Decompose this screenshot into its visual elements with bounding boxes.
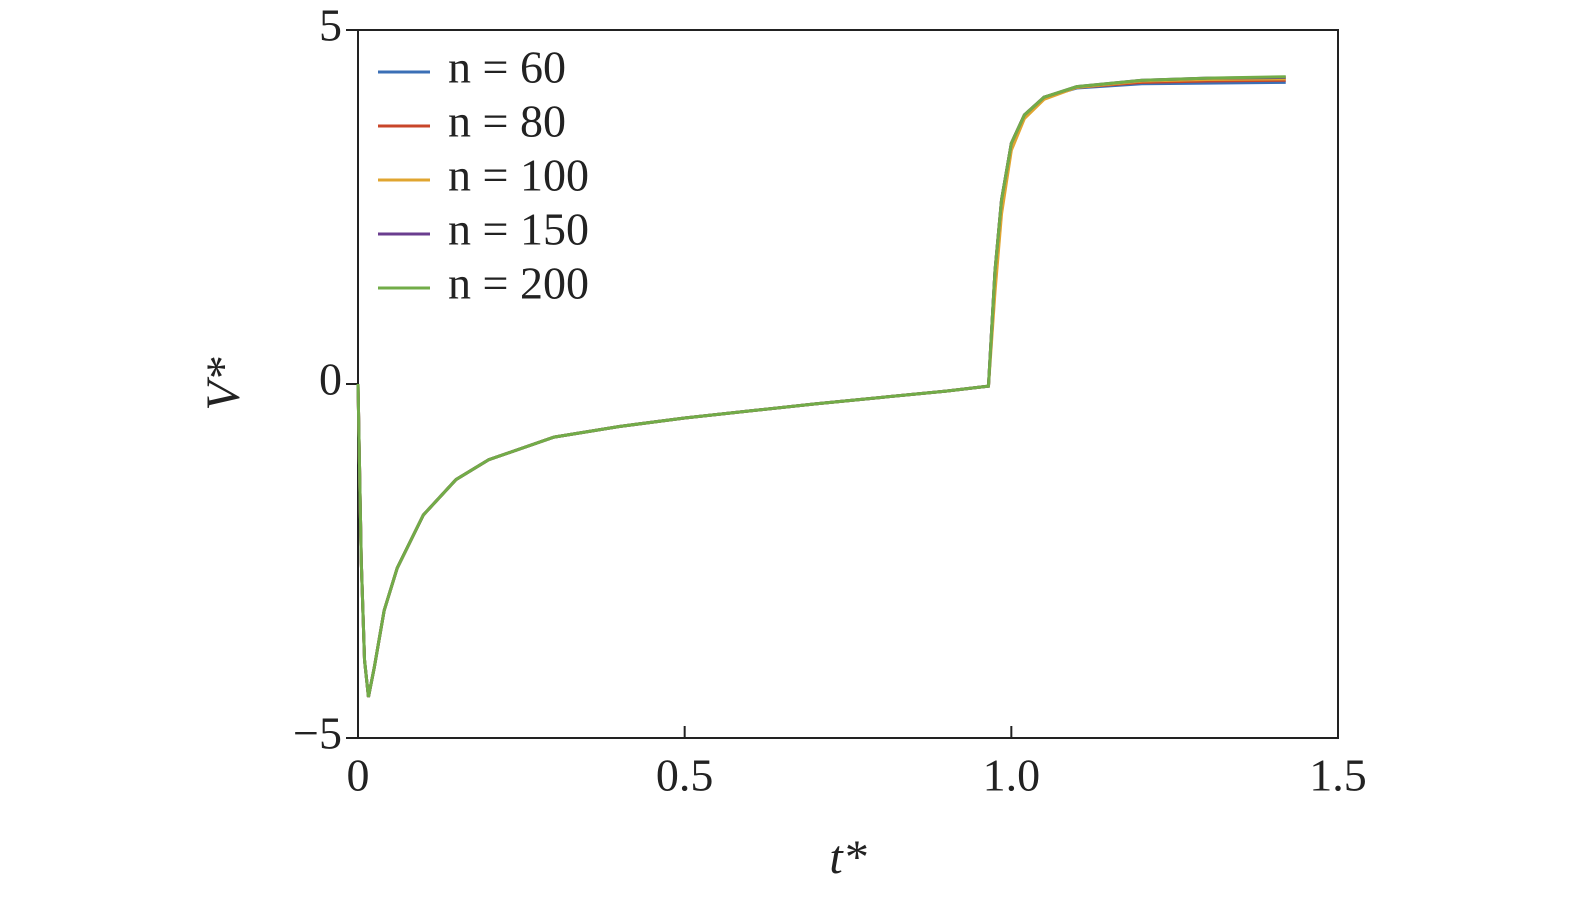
legend-label: n = 150 <box>448 204 589 255</box>
x-tick-label: 1.5 <box>1309 750 1367 801</box>
series-line <box>356 75 1286 698</box>
legend-label: n = 80 <box>448 96 566 147</box>
legend-label: n = 100 <box>448 150 589 201</box>
y-tick-label: 5 <box>319 0 342 51</box>
legend-label: n = 200 <box>448 258 589 309</box>
x-tick-label: 0.5 <box>656 750 714 801</box>
y-tick-label: −5 <box>293 708 342 759</box>
y-tick-label: 0 <box>319 354 342 405</box>
legend-label: n = 60 <box>448 42 566 93</box>
x-axis-label: t* <box>829 831 866 884</box>
y-axis-label: V* <box>197 357 250 410</box>
x-tick-label: 0 <box>347 750 370 801</box>
x-tick-label: 1.0 <box>983 750 1041 801</box>
